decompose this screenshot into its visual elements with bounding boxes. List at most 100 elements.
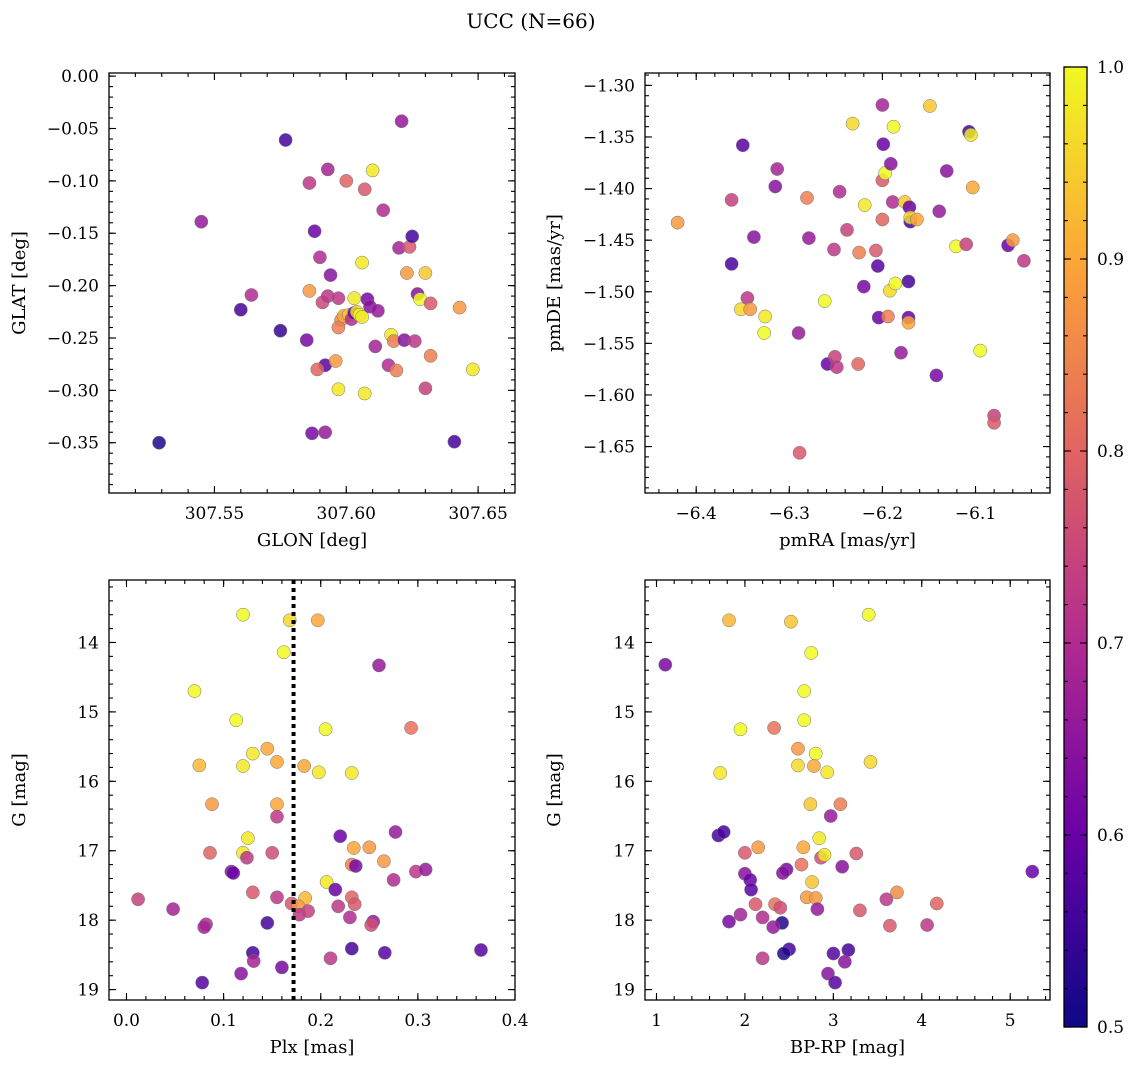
x-tick-label: 0.4 [501,1011,528,1031]
x-axis-label: pmRA [mas/yr] [779,530,916,551]
y-tick-label: 17 [77,842,99,862]
figure-title: UCC (N=66) [466,9,595,33]
data-point [301,904,315,918]
colorbar-tick-label: 0.5 [1097,1018,1124,1038]
data-point [166,902,180,916]
data-point [368,339,383,354]
data-point [372,658,386,673]
data-point [347,897,362,912]
colorbar-tick-label: 1.0 [1097,58,1124,78]
data-point [343,910,357,925]
y-tick-label: 14 [613,633,635,653]
data-point [297,759,312,773]
data-point [791,758,805,773]
colorbar-tick-label: 0.8 [1097,442,1124,462]
data-point [313,250,327,265]
colorbar-tick-label: 0.7 [1097,634,1124,654]
x-tick-label: −6.4 [676,504,717,524]
data-point [773,900,788,915]
axes-frame [644,72,1051,494]
data-point [376,203,391,218]
data-point [405,229,420,244]
data-point [377,854,391,869]
data-point [299,333,314,347]
data-point [152,435,166,450]
colorbar-tick-label: 0.9 [1097,250,1124,270]
data-point [794,857,809,872]
data-point [766,920,781,934]
data-point [187,684,202,698]
data-point [835,859,850,874]
y-tick-label: 0.00 [61,67,99,87]
x-tick-label: 0.3 [404,1011,431,1031]
x-tick-label: −6.1 [955,504,996,524]
data-point [318,425,333,440]
data-point [355,310,369,324]
y-tick-label: 16 [613,772,635,792]
data-point [894,345,908,360]
data-point [386,873,401,887]
data-point [722,914,736,929]
panel-pmra-pmde: −6.4 −6.3 −6.2 −6.1 −1.30 −1.35 −1.40 −1.45 −1.5… [544,72,1051,551]
data-point [348,859,363,873]
data-point [890,885,904,900]
data-point [758,309,772,324]
data-point [260,741,275,756]
data-point [307,224,322,239]
data-point [767,721,781,735]
y-tick-label: 15 [613,703,635,723]
data-point [901,274,916,289]
data-point [234,966,248,981]
data-point [333,829,348,844]
data-point [870,259,885,273]
colorbar: 0.5 0.6 0.7 0.8 0.9 1.0 [1063,58,1124,1038]
data-point [197,920,212,934]
y-tick-label: −1.55 [583,334,635,354]
data-point [362,840,377,855]
data-point [270,809,284,824]
data-point [236,607,250,622]
data-point [821,966,835,981]
x-tick-label: 5 [1005,1011,1016,1031]
data-point [355,255,369,270]
scatter-points [131,607,488,990]
data-point [812,831,827,846]
y-tick-label: −0.15 [47,224,99,244]
y-tick-label: −1.45 [583,231,635,251]
data-point [245,885,260,900]
data-point [901,315,916,330]
y-axis-label: G [mag] [9,753,30,826]
data-point [923,99,937,113]
data-point [841,943,856,957]
data-point [305,426,319,441]
data-point [861,607,876,622]
data-point [1005,233,1020,248]
data-point [670,215,685,230]
scatter-points [658,607,1040,990]
data-point [273,323,288,338]
data-point [738,845,752,860]
data-point [883,918,897,933]
y-axis-label: G [mag] [544,753,565,826]
data-point [418,381,433,396]
data-point [452,300,467,315]
x-tick-label: 307.55 [185,504,244,524]
data-point [826,946,841,961]
x-tick-label: 307.60 [317,504,376,524]
data-point [418,266,433,280]
data-point [883,156,898,171]
data-point [377,945,392,960]
data-point [796,840,811,855]
data-point [939,164,954,178]
data-point [465,362,480,377]
data-point [270,797,284,812]
data-point [833,797,848,812]
data-point [310,362,325,377]
data-point [323,951,338,966]
data-point [658,657,673,672]
axes-frame [108,72,516,494]
data-point [744,882,758,897]
data-point [331,291,346,306]
data-point [853,903,867,918]
